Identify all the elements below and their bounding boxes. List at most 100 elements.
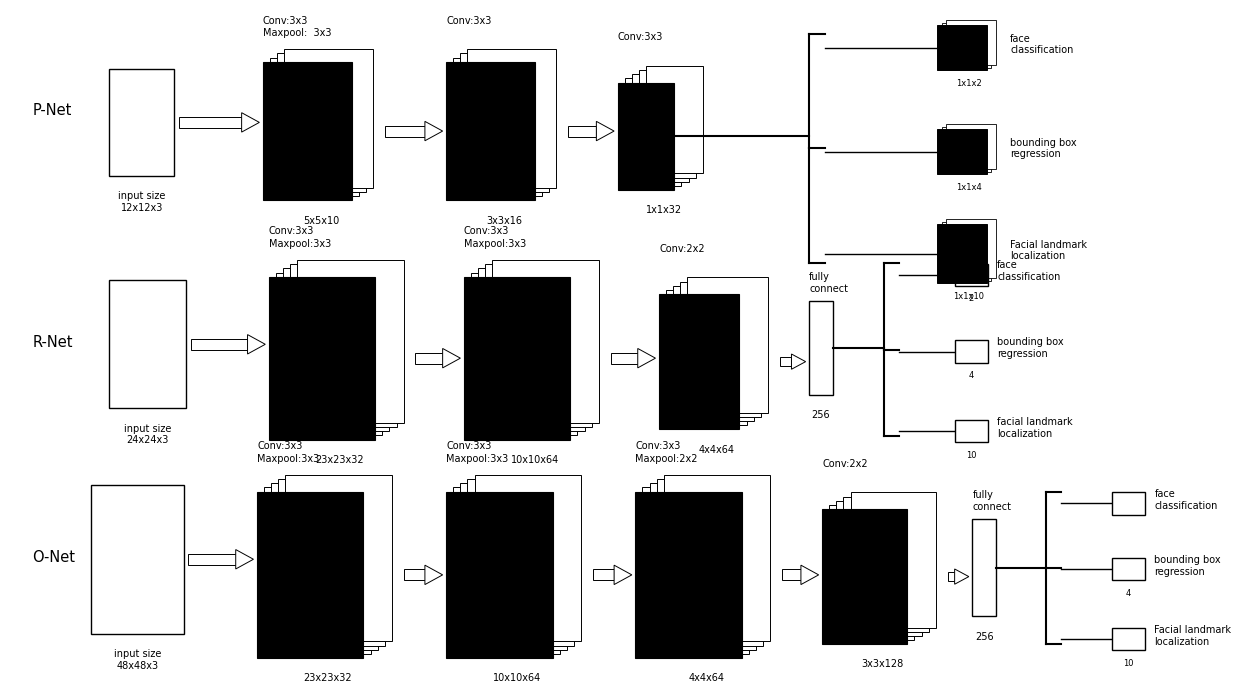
Bar [610,352,637,363]
Bar [780,357,791,366]
Text: facial landmark
localization: facial landmark localization [997,417,1073,439]
Polygon shape [637,349,656,368]
Bar [188,554,236,565]
Polygon shape [791,354,806,369]
Text: Facial landmark
localization: Facial landmark localization [1154,625,1231,647]
Text: fully: fully [972,490,993,500]
Bar [955,420,988,442]
Text: bounding box
regression: bounding box regression [1154,555,1221,577]
Text: 3x3x16: 3x3x16 [487,216,523,226]
Bar [650,483,756,650]
Bar [446,491,553,658]
Bar [937,25,987,71]
Text: 23x23x32: 23x23x32 [304,673,352,684]
Bar [464,277,570,440]
Polygon shape [236,549,253,569]
Bar [593,569,614,580]
Text: Conv:3x3: Conv:3x3 [635,442,681,452]
Text: 4x4x64: 4x4x64 [699,445,735,454]
Bar [415,352,443,363]
Bar [687,278,768,412]
Text: 1x1x32: 1x1x32 [646,206,682,215]
Bar [947,572,955,581]
Text: Maxpool:3x3: Maxpool:3x3 [464,239,526,249]
Text: Conv:2x2: Conv:2x2 [822,459,868,469]
Text: 23x23x32: 23x23x32 [315,455,365,465]
Bar [681,282,760,417]
Bar [467,49,557,188]
Polygon shape [955,569,968,584]
Bar [404,569,425,580]
Text: face
classification: face classification [997,260,1060,282]
Bar [109,280,186,408]
Bar [632,74,688,182]
Bar [298,260,404,423]
Text: 10x10x64: 10x10x64 [494,673,542,684]
Polygon shape [242,113,259,132]
Bar [830,505,914,640]
Bar [810,301,833,394]
Text: 1x1x4: 1x1x4 [956,182,982,192]
Bar [941,22,991,68]
Bar [467,480,574,646]
Text: Conv:3x3: Conv:3x3 [269,226,314,236]
Bar [782,569,801,580]
Polygon shape [248,335,265,354]
Text: Maxpool:3x3: Maxpool:3x3 [446,454,508,464]
Bar [272,483,378,650]
Bar [955,340,988,363]
Text: 4x4x64: 4x4x64 [688,673,724,684]
Bar [937,129,987,175]
Polygon shape [443,349,460,368]
Bar [618,82,675,190]
Text: Conv:3x3: Conv:3x3 [257,442,303,452]
Text: O-Net: O-Net [32,550,76,565]
Bar [454,487,559,654]
Text: 4: 4 [968,371,973,380]
Polygon shape [425,122,443,140]
Bar [471,273,578,435]
Bar [822,509,908,644]
Bar [492,260,599,423]
Text: face
classification: face classification [1011,34,1074,55]
Text: Conv:2x2: Conv:2x2 [658,244,704,254]
Polygon shape [801,565,818,584]
Bar [837,500,921,636]
Text: fully: fully [810,271,830,282]
Bar [851,492,936,628]
Bar [658,294,739,429]
Bar [191,339,248,350]
Bar [285,475,392,642]
Bar [384,126,425,136]
Text: Conv:3x3: Conv:3x3 [618,32,663,43]
Bar [639,70,696,178]
Text: 2: 2 [968,294,973,303]
Text: input size
48x48x3: input size 48x48x3 [114,649,161,670]
Bar [479,268,584,431]
Bar [264,487,371,654]
Bar [179,117,242,128]
Text: input size
12x12x3: input size 12x12x3 [118,192,165,213]
Bar [263,62,352,201]
Polygon shape [614,565,632,584]
Text: 3x3x128: 3x3x128 [862,659,904,670]
Text: P-Net: P-Net [32,103,72,117]
Text: 4: 4 [1126,589,1131,598]
Bar [635,491,742,658]
Text: 10: 10 [966,451,976,460]
Text: 1x1x10: 1x1x10 [954,291,985,301]
Text: connect: connect [810,284,848,294]
Bar [843,496,929,632]
Text: 10x10x64: 10x10x64 [511,455,559,465]
Bar [941,127,991,172]
Text: face
classification: face classification [1154,489,1218,511]
Text: Maxpool:3x3: Maxpool:3x3 [269,239,331,249]
Bar [460,483,567,650]
Bar [283,268,389,431]
Text: Conv:3x3: Conv:3x3 [446,442,491,452]
Text: 10: 10 [1123,658,1133,668]
Bar [937,224,987,283]
Text: 1x1x2: 1x1x2 [956,79,982,87]
Text: 5x5x10: 5x5x10 [304,216,340,226]
Bar [666,290,746,425]
